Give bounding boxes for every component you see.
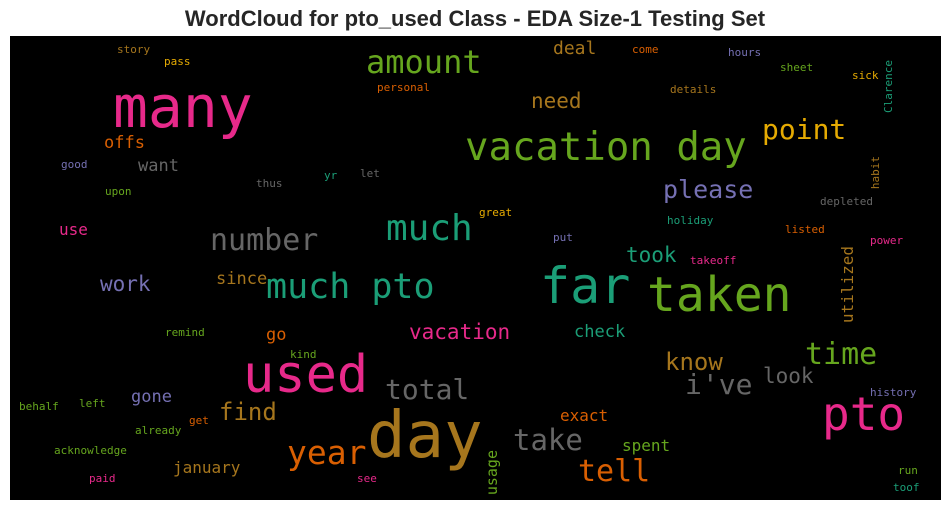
word-let: let xyxy=(360,167,380,180)
word-habit: habit xyxy=(869,156,882,190)
word-cloud: many vacation day amount far taken day u… xyxy=(10,36,941,500)
word-far: far xyxy=(540,257,631,315)
word-already: already xyxy=(135,424,182,437)
word-much-pto: much pto xyxy=(266,267,435,307)
word-sheet: sheet xyxy=(780,61,814,74)
word-remind: remind xyxy=(165,326,205,339)
word-put: put xyxy=(553,231,573,244)
word-deal: deal xyxy=(553,38,597,59)
word-personal: personal xyxy=(377,81,430,94)
word-kind: kind xyxy=(290,348,317,361)
word-details: details xyxy=(670,83,717,96)
word-look: look xyxy=(763,364,814,388)
word-yr: yr xyxy=(324,169,338,182)
word-clarence: Clarence xyxy=(882,60,895,113)
word-upon: upon xyxy=(105,185,132,198)
word-toof: toof xyxy=(893,481,920,494)
word-come: come xyxy=(632,43,659,56)
word-sick: sick xyxy=(852,69,879,82)
word-vacation: vacation xyxy=(409,320,511,344)
word-many: many xyxy=(113,73,253,141)
chart-title: WordCloud for pto_used Class - EDA Size-… xyxy=(184,6,766,31)
word-tell: tell xyxy=(578,454,651,489)
word-want: want xyxy=(138,156,179,176)
word-holiday: holiday xyxy=(667,214,714,227)
word-total: total xyxy=(385,373,470,406)
word-history: history xyxy=(870,386,917,399)
word-get: get xyxy=(189,414,209,427)
word-go: go xyxy=(266,325,287,345)
word-spent: spent xyxy=(622,436,671,455)
word-utilized: utilized xyxy=(838,246,857,324)
word-depleted: depleted xyxy=(820,195,873,208)
word-please: please xyxy=(663,175,754,204)
word-behalf: behalf xyxy=(19,400,59,413)
word-usage: usage xyxy=(483,450,501,496)
word-ive: i've xyxy=(685,368,753,401)
word-vacation-day: vacation day xyxy=(465,125,747,170)
word-use: use xyxy=(59,220,88,239)
word-good: good xyxy=(61,158,88,171)
word-run: run xyxy=(898,464,918,477)
word-need: need xyxy=(531,89,582,113)
word-left: left xyxy=(79,397,106,410)
word-year: year xyxy=(287,433,367,472)
word-power: power xyxy=(870,234,904,247)
word-take: take xyxy=(513,423,583,457)
word-exact: exact xyxy=(560,406,609,425)
word-find: find xyxy=(219,398,277,426)
word-check: check xyxy=(574,322,626,342)
word-paid: paid xyxy=(89,472,116,485)
word-takeoff: takeoff xyxy=(690,254,737,267)
word-story: story xyxy=(117,43,151,56)
word-used: used xyxy=(243,345,369,405)
word-gone: gone xyxy=(131,387,172,407)
word-offs: offs xyxy=(104,133,145,153)
word-know: know xyxy=(665,348,723,376)
word-acknowledge: acknowledge xyxy=(54,444,127,457)
word-hours: hours xyxy=(728,46,762,59)
word-since: since xyxy=(216,269,268,289)
word-pto: pto xyxy=(822,387,906,441)
word-time: time xyxy=(805,337,878,372)
word-taken: taken xyxy=(647,267,792,323)
word-pass: pass xyxy=(164,55,191,68)
word-work: work xyxy=(100,272,151,296)
word-took: took xyxy=(626,243,677,267)
word-thus: thus xyxy=(256,177,283,190)
word-number: number xyxy=(210,223,319,258)
word-listed: listed xyxy=(785,223,825,236)
word-amount: amount xyxy=(366,43,482,81)
word-january: january xyxy=(173,458,241,477)
word-much: much xyxy=(386,208,473,249)
word-see: see xyxy=(357,472,377,485)
word-point: point xyxy=(762,113,847,146)
word-day: day xyxy=(367,399,483,473)
word-great: great xyxy=(479,206,513,219)
